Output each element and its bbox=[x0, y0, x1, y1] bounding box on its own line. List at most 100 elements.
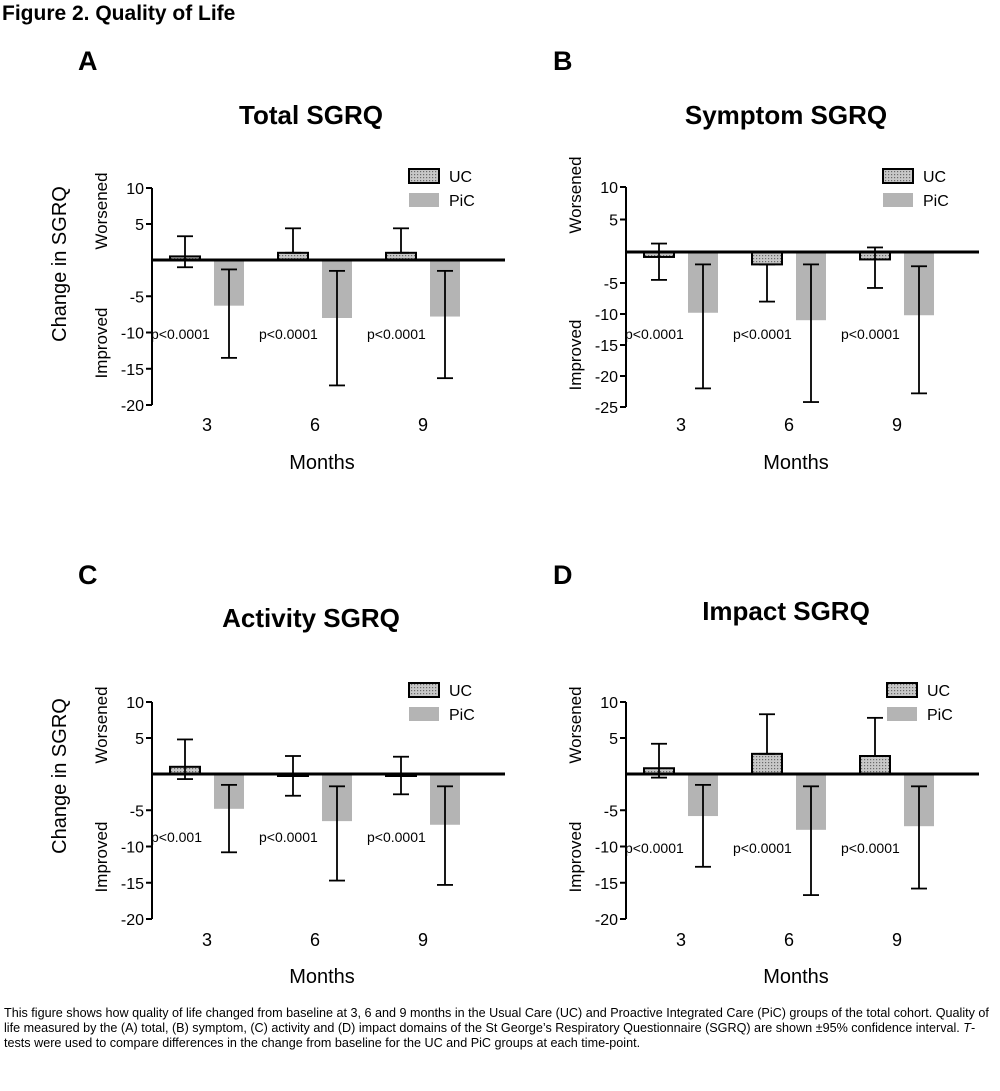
y-tick-label: -15 bbox=[595, 876, 618, 893]
x-axis-title: Months bbox=[763, 452, 829, 474]
legend-label-uc: UC bbox=[449, 683, 472, 700]
y-tick-label: -20 bbox=[595, 369, 618, 386]
bar-uc bbox=[859, 755, 891, 775]
y-axis-title: Change in SGRQ bbox=[49, 698, 71, 854]
p-value-annotation: p<0.0001 bbox=[733, 840, 792, 856]
y-tick-label: 10 bbox=[126, 181, 144, 198]
x-tick-label: 6 bbox=[310, 930, 320, 950]
p-value-annotation: p<0.0001 bbox=[367, 829, 426, 845]
y-tick-label: 10 bbox=[600, 180, 618, 197]
y-tick-label: -10 bbox=[595, 840, 618, 857]
y-tick-label: -20 bbox=[595, 912, 618, 929]
x-tick-label: 3 bbox=[676, 415, 686, 435]
x-tick-label: 9 bbox=[418, 930, 428, 950]
y-tick-label: -5 bbox=[130, 289, 144, 306]
region-label-worsened: Worsened bbox=[566, 686, 585, 763]
legend-label-uc: UC bbox=[927, 683, 950, 700]
p-value-annotation: p<0.0001 bbox=[841, 326, 900, 342]
x-tick-label: 6 bbox=[784, 415, 794, 435]
p-value-annotation: p<0.0001 bbox=[625, 840, 684, 856]
y-tick-label: -10 bbox=[121, 326, 144, 343]
legend-swatch-pic bbox=[409, 707, 439, 721]
y-tick-label: 10 bbox=[126, 695, 144, 712]
chart-canvas: A Total SGRQ 10 5 -5 -10 -15 -20 Change in SGRQ W… bbox=[49, 46, 979, 988]
panel-letter: A bbox=[78, 46, 98, 76]
legend-label-uc: UC bbox=[449, 169, 472, 186]
chart-title: Activity SGRQ bbox=[222, 603, 400, 633]
p-value-annotation: p<0.0001 bbox=[841, 840, 900, 856]
y-tick-label: -10 bbox=[121, 840, 144, 857]
chart-title: Impact SGRQ bbox=[702, 596, 870, 626]
y-tick-label: -10 bbox=[595, 307, 618, 324]
bar-uc bbox=[751, 251, 783, 266]
chart-panel-c: C Activity SGRQ 10 5 -5 -10 -15 -20 Change in SG… bbox=[49, 560, 505, 988]
x-tick-label: 3 bbox=[202, 415, 212, 435]
x-tick-label: 9 bbox=[418, 415, 428, 435]
chart-title: Symptom SGRQ bbox=[685, 100, 887, 130]
x-axis-title: Months bbox=[763, 966, 829, 988]
legend-label-pic: PiC bbox=[449, 193, 475, 210]
x-tick-label: 6 bbox=[310, 415, 320, 435]
figure-caption: This figure shows how quality of life ch… bbox=[4, 1006, 996, 1050]
legend-label-uc: UC bbox=[923, 169, 946, 186]
y-tick-label: -5 bbox=[604, 803, 618, 820]
y-tick-label: 5 bbox=[609, 213, 618, 230]
panel-letter: D bbox=[553, 560, 573, 590]
chart-panel-b: B Symptom SGRQ 10 5 -5 -10 -15 -20 -25 Worsened Im… bbox=[553, 46, 979, 474]
caption-text-2: -tests were used to compare differences … bbox=[4, 1020, 976, 1050]
legend-label-pic: PiC bbox=[927, 707, 953, 724]
region-label-improved: Improved bbox=[92, 308, 111, 379]
y-axis-title: Change in SGRQ bbox=[49, 186, 71, 342]
legend-swatch-pic bbox=[887, 707, 917, 721]
p-value-annotation: p<0.0001 bbox=[151, 326, 210, 342]
y-tick-label: 5 bbox=[609, 731, 618, 748]
legend-swatch-uc bbox=[886, 682, 918, 698]
x-axis-title: Months bbox=[289, 966, 355, 988]
x-tick-label: 9 bbox=[892, 415, 902, 435]
x-tick-label: 9 bbox=[892, 930, 902, 950]
figure-title: Figure 2. Quality of Life bbox=[2, 2, 236, 25]
y-tick-label: -5 bbox=[604, 276, 618, 293]
chart-panel-d: D Impact SGRQ 10 5 -5 -10 -15 -20 Worsened Improv… bbox=[553, 560, 979, 988]
p-value-annotation: p<0.0001 bbox=[733, 326, 792, 342]
x-axis-title: Months bbox=[289, 452, 355, 474]
region-label-worsened: Worsened bbox=[92, 686, 111, 763]
panel-letter: B bbox=[553, 46, 573, 76]
y-tick-label: 5 bbox=[135, 731, 144, 748]
y-tick-label: -15 bbox=[121, 876, 144, 893]
y-tick-label: 10 bbox=[600, 695, 618, 712]
legend-swatch-uc bbox=[408, 168, 440, 184]
chart-panel-a: A Total SGRQ 10 5 -5 -10 -15 -20 Change in SGRQ W… bbox=[49, 46, 505, 474]
legend-label-pic: PiC bbox=[449, 707, 475, 724]
chart-title: Total SGRQ bbox=[239, 100, 383, 130]
p-value-annotation: p<0.0001 bbox=[625, 326, 684, 342]
region-label-improved: Improved bbox=[566, 320, 585, 391]
region-label-worsened: Worsened bbox=[92, 172, 111, 249]
p-value-annotation: p<0.0001 bbox=[367, 326, 426, 342]
caption-text-1: This figure shows how quality of life ch… bbox=[4, 1006, 989, 1035]
x-tick-label: 3 bbox=[202, 930, 212, 950]
legend-swatch-pic bbox=[883, 193, 913, 207]
y-tick-label: -20 bbox=[121, 398, 144, 415]
region-label-improved: Improved bbox=[566, 822, 585, 893]
panel-letter: C bbox=[78, 560, 98, 590]
legend-label-pic: PiC bbox=[923, 193, 949, 210]
y-tick-label: 5 bbox=[135, 217, 144, 234]
legend-swatch-uc bbox=[408, 682, 440, 698]
x-tick-label: 6 bbox=[784, 930, 794, 950]
p-value-annotation: p<0.001 bbox=[151, 829, 202, 845]
legend-swatch-uc bbox=[882, 168, 914, 184]
bar-uc bbox=[751, 752, 783, 776]
legend-swatch-pic bbox=[409, 193, 439, 207]
y-tick-label: -15 bbox=[121, 362, 144, 379]
x-tick-label: 3 bbox=[676, 930, 686, 950]
y-tick-label: -5 bbox=[130, 803, 144, 820]
y-tick-label: -25 bbox=[595, 400, 618, 417]
p-value-annotation: p<0.0001 bbox=[259, 326, 318, 342]
region-label-worsened: Worsened bbox=[566, 156, 585, 233]
region-label-improved: Improved bbox=[92, 822, 111, 893]
y-tick-label: -15 bbox=[595, 338, 618, 355]
p-value-annotation: p<0.0001 bbox=[259, 829, 318, 845]
y-tick-label: -20 bbox=[121, 912, 144, 929]
caption-italic-t: T bbox=[963, 1020, 971, 1035]
